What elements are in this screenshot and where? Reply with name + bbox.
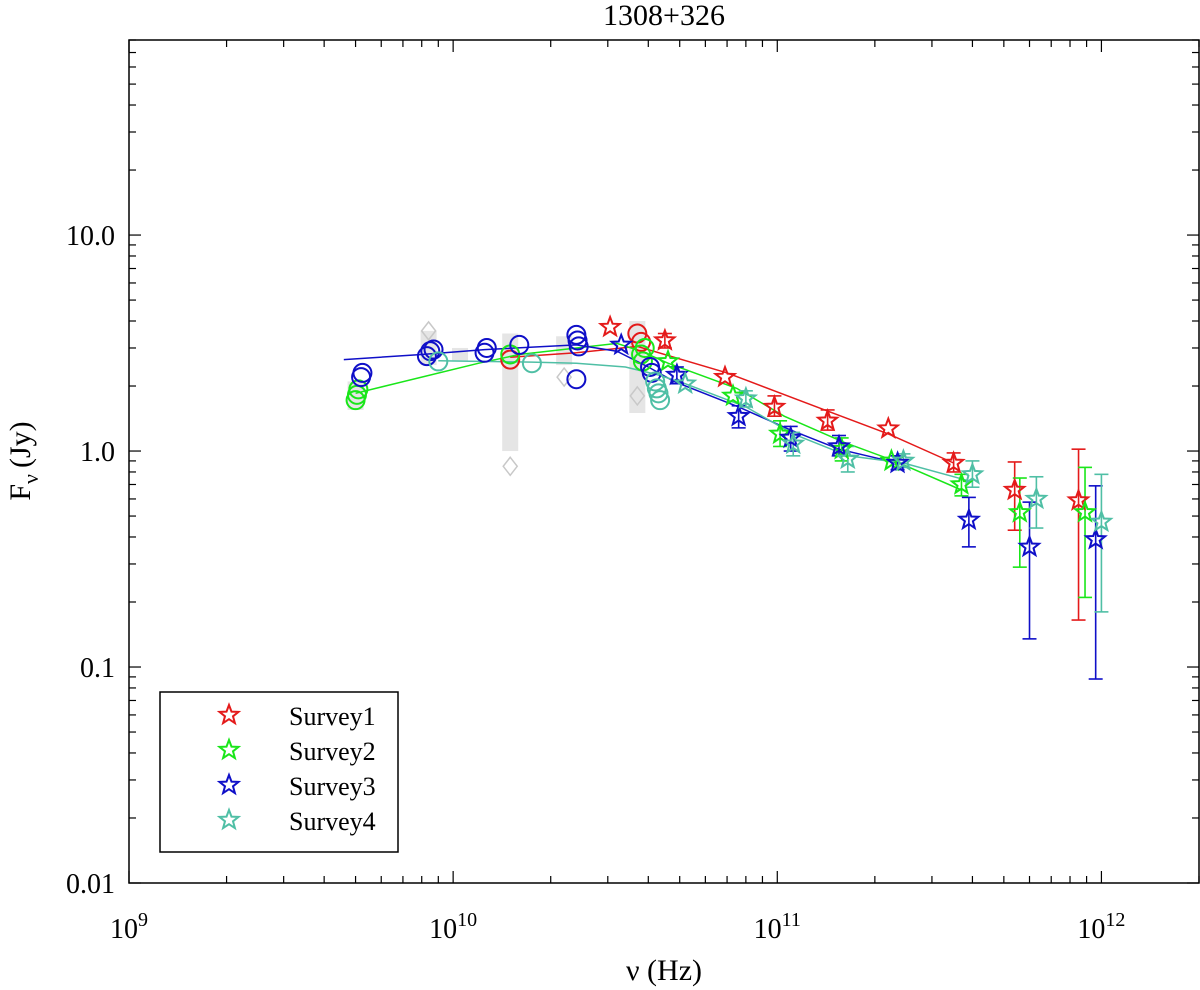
x-tick-label-exponent: 10	[457, 909, 477, 931]
y-axis-label-main: F	[4, 484, 37, 501]
star-point-survey1	[1066, 487, 1091, 511]
legend-marker-survey3	[216, 772, 242, 796]
x-tick-label-base: 10	[429, 914, 457, 945]
circle-point-survey3	[352, 362, 373, 383]
y-tick-label: 0.01	[66, 869, 115, 900]
star-point-survey2	[767, 421, 793, 445]
star-point-survey4	[1089, 509, 1114, 533]
x-tick-label-exponent: 9	[138, 909, 148, 931]
x-tick-label-base: 10	[1077, 914, 1105, 945]
star-point-survey4	[960, 461, 985, 485]
circle-point-survey3	[509, 334, 530, 355]
circle-point-survey2	[634, 337, 655, 358]
star-point-survey3	[726, 403, 751, 427]
star-point-survey3	[1017, 534, 1042, 558]
star-point-survey3	[608, 332, 634, 356]
star-point-survey1	[1002, 477, 1027, 501]
x-axis-label: ν (Hz)	[626, 954, 702, 987]
star-point-survey2	[1007, 499, 1033, 523]
legend: Survey1 Survey2 Survey3 Survey4	[159, 691, 399, 853]
star-point-survey4	[780, 430, 806, 455]
chart-title: 1308+326	[603, 0, 725, 32]
x-tick-label: 1011	[754, 909, 801, 945]
circle-point-survey4	[648, 383, 669, 404]
x-tick-label-base: 10	[754, 914, 782, 945]
circle-point-survey3	[566, 369, 587, 390]
circle-point-survey4	[428, 351, 449, 372]
star-point-survey4	[733, 385, 759, 409]
legend-box	[159, 691, 399, 853]
star-point-survey1	[597, 314, 623, 338]
star-point-survey1	[712, 364, 738, 388]
circle-point-survey3	[476, 337, 497, 358]
legend-label-survey3: Survey3	[289, 772, 376, 801]
star-point-survey1	[815, 407, 840, 432]
star-point-survey3	[664, 362, 690, 386]
archival-diamond-marker	[502, 456, 519, 477]
circle-point-survey3	[568, 336, 589, 357]
star-point-survey3	[826, 433, 852, 457]
star-point-survey1	[876, 415, 901, 440]
svg-text:Fν(Jy): Fν (Jy)	[4, 421, 43, 500]
x-tick-label-exponent: 12	[1105, 909, 1125, 931]
fit-line-survey3	[343, 344, 898, 464]
y-tick-label: 10.0	[66, 221, 115, 252]
legend-label-survey2: Survey2	[289, 737, 376, 766]
circle-point-survey4	[521, 353, 542, 374]
star-point-survey2	[720, 383, 746, 407]
star-point-survey4	[1024, 486, 1049, 510]
y-tick-label: 0.1	[80, 653, 115, 684]
legend-label-survey4: Survey4	[289, 807, 376, 836]
star-point-survey2	[655, 348, 681, 372]
legend-marker-survey4	[216, 807, 242, 831]
legend-marker-survey2	[216, 737, 242, 761]
archival-diamond-marker	[420, 320, 437, 342]
legend-label-survey1: Survey1	[289, 702, 376, 731]
circle-point-survey3	[423, 339, 444, 360]
legend-marker-survey1	[216, 702, 242, 726]
x-tick-label-base: 10	[110, 914, 138, 945]
circle-point-survey1	[500, 349, 521, 370]
star-point-survey4	[891, 448, 916, 472]
star-point-survey1	[941, 450, 966, 474]
x-tick-label: 1010	[429, 909, 477, 945]
star-point-survey1	[762, 393, 787, 418]
archival-diamond-marker	[629, 385, 646, 407]
circle-point-survey4	[645, 371, 666, 392]
x-tick-label: 1012	[1077, 909, 1125, 945]
circle-point-survey4	[650, 390, 671, 411]
circle-point-survey3	[416, 346, 437, 367]
star-point-survey3	[1083, 526, 1108, 550]
archival-range-bar	[452, 347, 469, 362]
y-axis-label: Fν (Jy)	[4, 421, 43, 500]
y-axis-label-unit: (Jy)	[4, 421, 37, 468]
star-point-survey3	[778, 425, 803, 449]
axis-ticks-layer	[128, 39, 1200, 884]
star-point-survey4	[835, 446, 861, 470]
star-point-survey1	[652, 327, 678, 351]
markers-layer	[345, 314, 1114, 558]
y-axis-label-subscript: ν	[18, 474, 43, 484]
x-tick-label-exponent: 11	[782, 909, 801, 931]
y-tick-label: 1.0	[80, 437, 115, 468]
star-point-survey2	[1072, 499, 1098, 523]
x-tick-label: 109	[110, 909, 148, 945]
star-point-survey4	[672, 370, 698, 395]
star-point-survey3	[956, 507, 982, 531]
